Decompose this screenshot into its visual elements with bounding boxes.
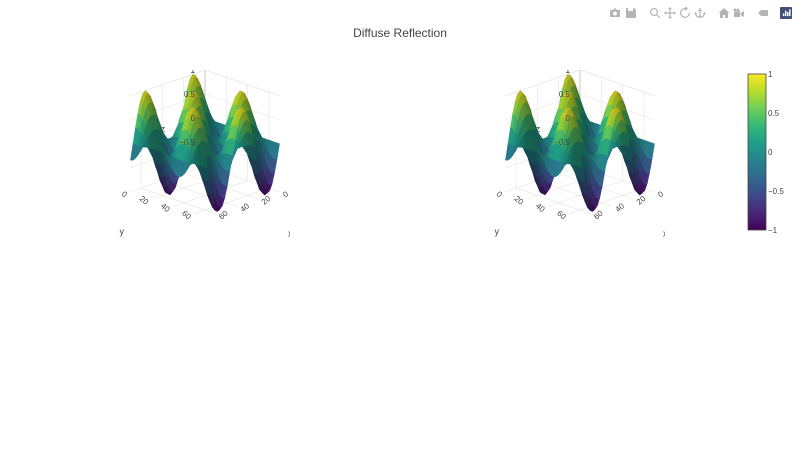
z-tick-label: 1 <box>191 66 196 75</box>
colorbar-tick-label: 0.5 <box>768 109 780 118</box>
z-tick-label: 1 <box>566 66 571 75</box>
x-axis-label: x <box>663 229 668 239</box>
surface-mesh[interactable] <box>505 74 655 212</box>
modebar <box>608 6 792 19</box>
y-tick-label: 0 <box>495 190 505 200</box>
y-tick-label: 60 <box>555 209 568 222</box>
turntable-icon[interactable] <box>693 6 706 19</box>
camera-reset-icon[interactable] <box>732 6 745 19</box>
z-tick-label: 0.5 <box>559 90 571 99</box>
z-tick-label: 1 <box>566 66 571 75</box>
z-tick-label: 0 <box>191 114 196 123</box>
pan-icon[interactable] <box>663 6 676 19</box>
x-axis-label: x <box>288 229 293 239</box>
orbit-icon[interactable] <box>678 6 691 19</box>
y-axis-label: y <box>119 227 124 237</box>
y-tick-label: 20 <box>513 194 526 207</box>
plotly-logo-icon[interactable] <box>780 6 792 19</box>
x-tick-label: 60 <box>217 208 230 221</box>
y-tick-label: 20 <box>138 194 151 207</box>
y-tick-label: 40 <box>534 201 547 214</box>
colorbar-tick-label: 1 <box>768 70 773 79</box>
home-icon[interactable] <box>717 6 730 19</box>
x-tick-label: 20 <box>260 194 273 207</box>
colorbar-tick-label: −1 <box>768 226 778 235</box>
chart-title: Diffuse Reflection <box>353 26 447 40</box>
z-tick-label: −0.5 <box>179 138 195 147</box>
colorbar-tick-label: −0.5 <box>768 187 784 196</box>
x-tick-label: 0 <box>656 189 666 199</box>
z-tick-label: 0 <box>566 114 571 123</box>
x-tick-label: 60 <box>592 208 605 221</box>
colorbar-gradient <box>747 73 767 231</box>
hover-spike-icon[interactable] <box>756 6 769 19</box>
x-tick-label: 0 <box>281 189 291 199</box>
colorbar: 1 0.5 0 −0.5 −1 <box>747 70 784 235</box>
y-tick-label: 60 <box>180 209 193 222</box>
zoom-icon[interactable] <box>648 6 661 19</box>
y-tick-label: 40 <box>159 201 172 214</box>
camera-icon[interactable] <box>608 6 621 19</box>
z-axis-label: z <box>536 124 541 134</box>
z-tick-label: 0.5 <box>184 90 196 99</box>
colorbar-tick-label: 0 <box>768 148 773 157</box>
save-icon[interactable] <box>624 6 637 19</box>
z-axis-label: z <box>161 124 166 134</box>
z-tick-label: −0.5 <box>554 138 570 147</box>
y-axis-label: y <box>494 227 499 237</box>
surface-mesh[interactable] <box>130 74 280 212</box>
y-tick-label: 0 <box>120 190 130 200</box>
x-tick-label: 40 <box>238 201 251 214</box>
z-tick-label: 1 <box>191 66 196 75</box>
x-tick-label: 40 <box>613 201 626 214</box>
x-tick-label: 20 <box>635 194 648 207</box>
